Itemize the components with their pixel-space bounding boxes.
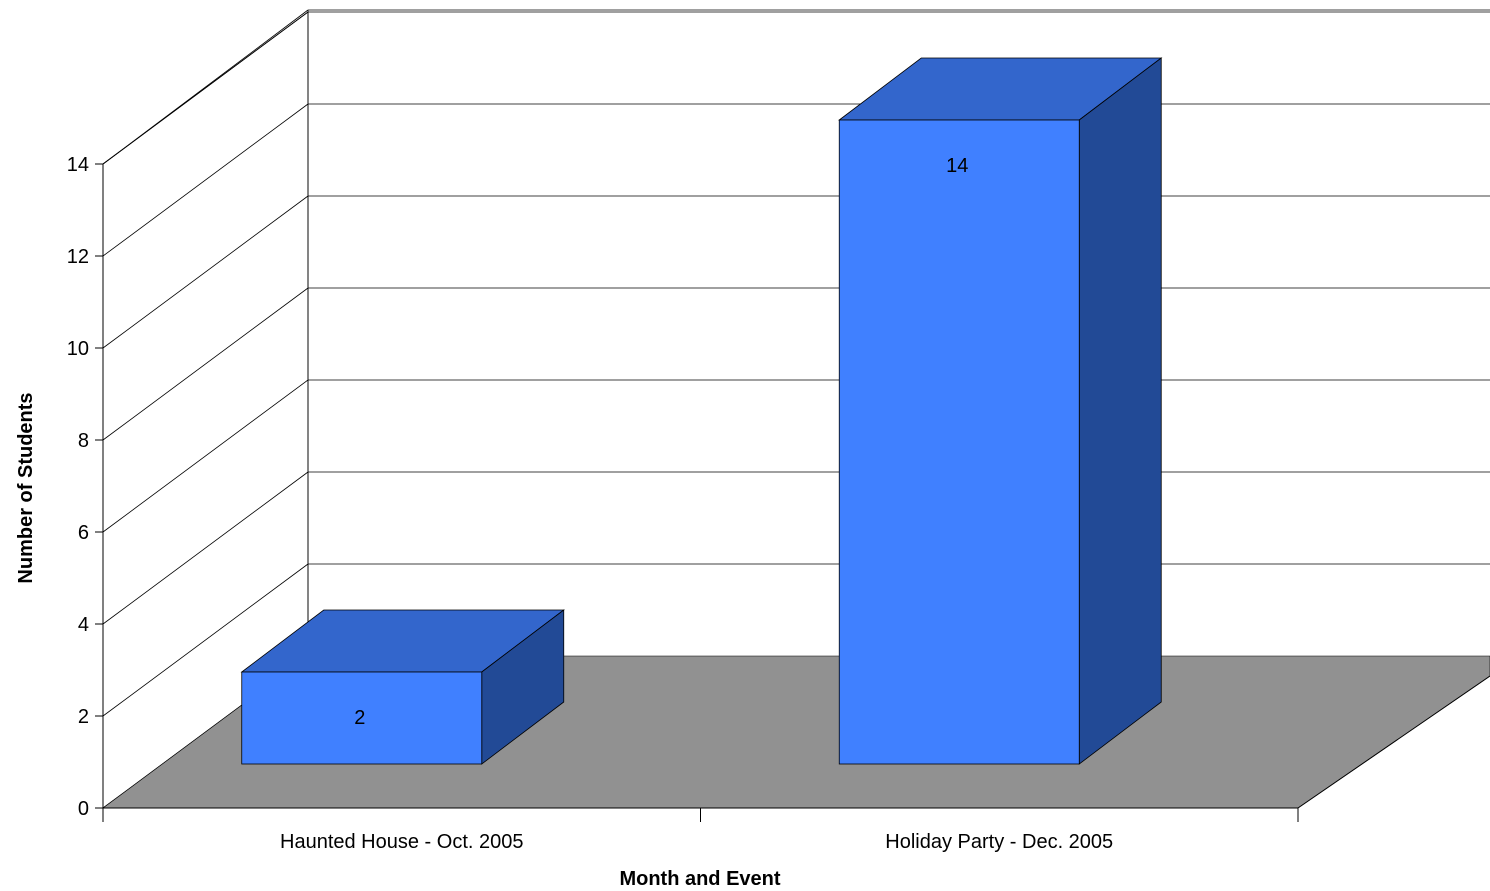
grid-lines: [102, 11, 1490, 717]
x-tick-label: Holiday Party - Dec. 2005: [885, 831, 1113, 853]
y-tick-labels: 0 2 4 6 8 10 12 14: [67, 154, 89, 820]
y-tick-label: 2: [78, 706, 89, 728]
y-tick-label: 6: [78, 522, 89, 544]
grid-diagonal-10: [102, 195, 309, 349]
y-tick-label: 14: [67, 154, 89, 176]
bar-side-face: [1078, 57, 1162, 765]
y-tick-label: 10: [67, 338, 89, 360]
y-tick-label: 4: [78, 614, 89, 636]
y-tick-label: 12: [67, 246, 89, 268]
y-tick-label: 8: [78, 430, 89, 452]
bar-1: [240, 609, 565, 765]
bar-front-face: [838, 119, 1080, 765]
y-axis-title: Number of Students: [15, 392, 37, 583]
grid-diagonal-8: [102, 287, 309, 441]
x-tick-labels: Haunted House - Oct. 2005 Holiday Party -…: [280, 831, 1113, 853]
data-labels: 2 14: [354, 155, 968, 729]
grid-diagonal-4: [102, 471, 309, 625]
data-label-1: 2: [354, 707, 365, 729]
grid-diagonal-6: [102, 379, 309, 533]
bar-front-face: [241, 671, 483, 765]
grid-diagonal-14: [102, 11, 309, 165]
bars: [240, 57, 1163, 765]
bar-2: [838, 57, 1163, 765]
axes: [95, 163, 1490, 822]
grid-diagonal-2: [102, 563, 309, 717]
y-tick-label: 0: [78, 798, 89, 820]
x-tick-label: Haunted House - Oct. 2005: [280, 831, 523, 853]
data-label-2: 14: [946, 155, 968, 177]
floor-right-edge: [1297, 675, 1490, 809]
x-axis-title: Month and Event: [619, 868, 780, 890]
grid-diagonal-12: [102, 103, 309, 257]
